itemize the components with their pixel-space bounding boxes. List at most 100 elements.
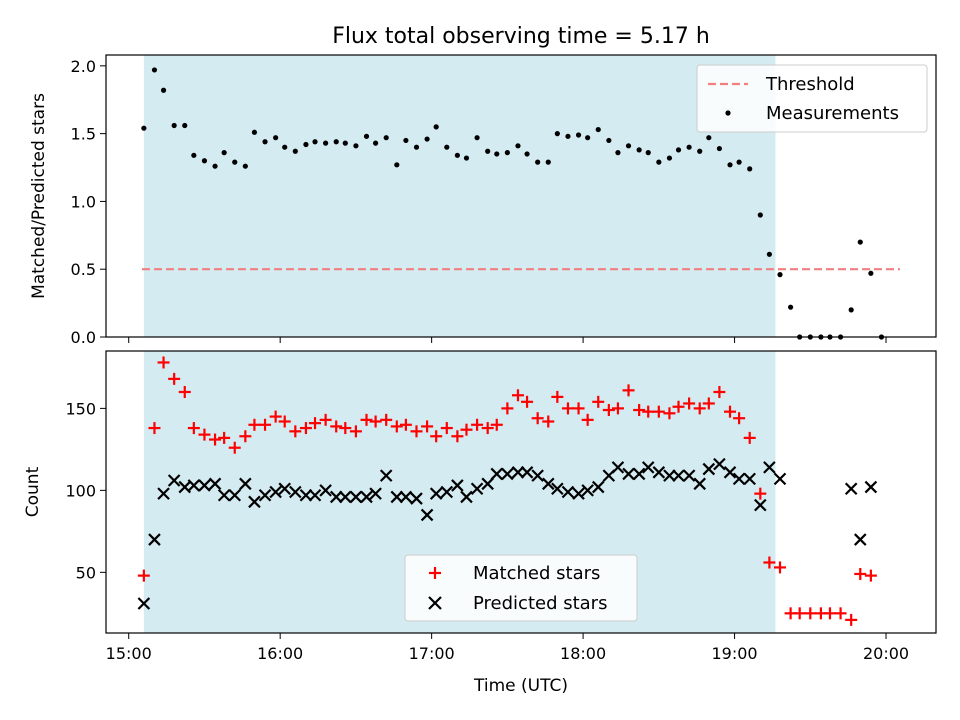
predicted-point [853,533,867,546]
predicted-point [420,508,434,522]
predicted-point-stroke [339,490,352,504]
predicted-point-stroke [269,485,282,499]
predicted-point-stroke [319,484,332,497]
measurement-point [535,159,541,165]
predicted-point [137,597,151,610]
matched-point [460,423,473,436]
matched-point [542,415,555,428]
predicted-point-stroke [178,480,192,494]
bottom-x-tick: 19:00 [712,633,758,663]
predicted-point [591,480,605,494]
measurement-point [485,148,491,154]
matched-point [471,418,484,431]
predicted-point [360,490,373,504]
predicted-point [399,490,413,504]
bottom-y-axis-label: Count [23,466,43,517]
measurement-point [515,143,521,149]
predicted-legend-label: Predicted stars [473,593,607,614]
measurement-point [474,135,480,141]
matched-legend-label: Matched stars [473,563,600,584]
matched-point [259,418,272,431]
predicted-point-stroke [531,469,544,482]
predicted-point-stroke [239,477,252,491]
predicted-point [390,490,404,504]
top-y-tick-label: 0.5 [71,260,96,279]
top-y-tick-label: 1.0 [71,192,96,211]
matched-point [299,422,312,435]
top-shaded-span [143,55,776,337]
measurement-point [545,159,551,165]
matched-point [137,569,150,582]
predicted-point [754,498,767,512]
measurement-point [727,162,733,168]
top-y-tick: 1.5 [71,125,106,144]
measurement-point [585,135,591,141]
measurement-point [554,131,560,137]
matched-point [187,422,200,435]
measurement-point [160,87,167,93]
measurement-point [636,147,642,153]
predicted-point [511,466,525,479]
measurement-point [303,141,309,148]
predicted-point [349,490,363,504]
count-points [137,356,878,626]
predicted-point-stroke [157,487,170,500]
bottom-x-tick: 20:00 [863,633,909,663]
predicted-point [187,479,201,492]
predicted-point [451,479,464,492]
predicted-point [641,461,655,474]
bottom-x-tick-label: 17:00 [409,644,455,663]
matched-point [724,405,737,418]
matched-point [339,422,352,435]
predicted-point [481,477,494,491]
matched-point [572,402,585,415]
measurement-point [625,143,632,149]
predicted-point-stroke [702,462,716,476]
matched-point [633,404,646,417]
predicted-point-stroke [481,477,494,491]
matched-point [218,431,231,444]
measurement-point [282,144,288,150]
measurement-point [171,122,177,129]
predicted-point-stroke [853,533,867,546]
matched-point [733,412,746,425]
predicted-point-stroke [369,487,382,500]
predicted-point-stroke [299,489,313,502]
matched-point [823,607,836,620]
top-axes-frame [105,54,937,338]
measurement-point [595,126,601,133]
measurement-point [615,150,621,156]
matched-point [592,395,605,408]
predicted-point-stroke [167,474,181,487]
predicted-point [682,469,696,482]
measurement-point [251,129,258,135]
matched-point [581,413,594,426]
bottom-x-ticks: 15:00 16:00 17:00 18:00 19:00 20:00 [106,633,909,663]
top-panel: 0.00.51.01.52.0 Matched/Predicted stars … [29,54,937,347]
predicted-legend-swatch [428,596,442,610]
predicted-point [490,467,504,481]
predicted-point-stroke [429,487,443,500]
measurement-point [424,136,430,142]
predicted-point [339,490,352,504]
measurement-point [716,145,723,152]
predicted-point-stroke [258,489,272,502]
predicted-point [429,487,443,500]
measurement-point [706,135,712,141]
matched-point [399,418,412,431]
top-y-tick: 0.0 [71,328,106,347]
bottom-x-tick-label: 18:00 [560,644,606,663]
matched-point [702,397,715,410]
measurement-point [394,162,400,168]
measurement-point [565,133,571,139]
predicted-point-stroke [399,490,413,504]
matched-point [369,415,382,428]
measurement-point [675,147,682,153]
predicted-point-stroke [551,482,564,495]
measurement-point [666,155,673,161]
top-y-tick-label: 1.5 [71,125,96,144]
matched-point [157,356,170,369]
measurement-point [433,124,439,130]
predicted-point-stroke [591,480,605,494]
